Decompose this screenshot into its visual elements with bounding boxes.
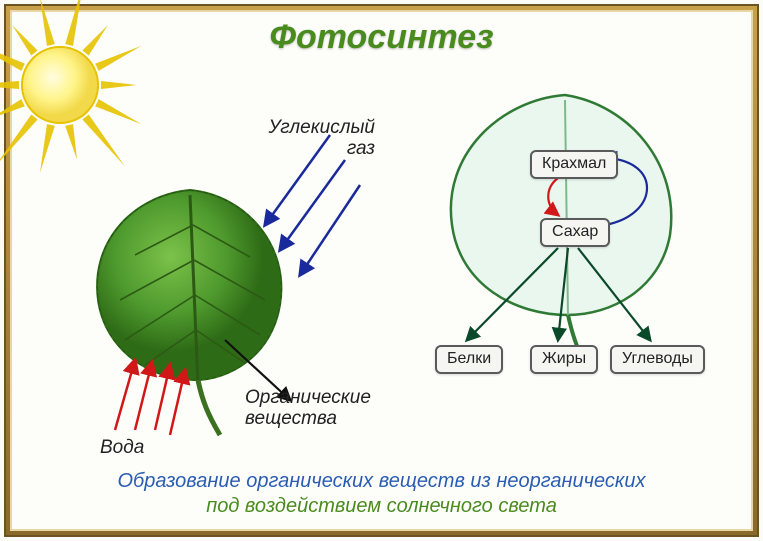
node-fats: Жиры xyxy=(530,345,598,374)
sun-icon xyxy=(0,0,141,173)
caption-line1: Образование органических веществ из неор… xyxy=(0,469,763,494)
node-proteins: Белки xyxy=(435,345,503,374)
label-organic: Органические вещества xyxy=(245,388,425,430)
node-carbs: Углеводы xyxy=(610,345,705,374)
label-co2: Углекислый газ xyxy=(215,118,375,160)
label-water: Вода xyxy=(100,437,144,459)
scene-svg xyxy=(0,0,763,541)
node-sugar: Сахар xyxy=(540,218,610,247)
node-starch: Крахмал xyxy=(530,150,618,179)
caption-line2: под воздействием солнечного света xyxy=(0,494,763,519)
caption: Образование органических веществ из неор… xyxy=(0,469,763,519)
